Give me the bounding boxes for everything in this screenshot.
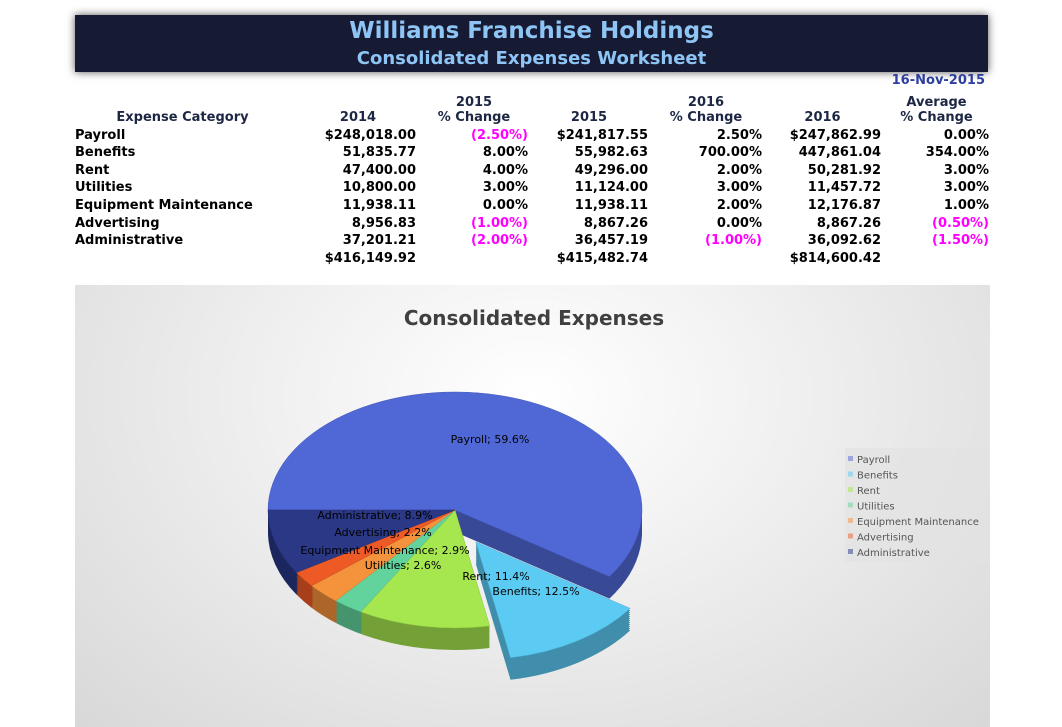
date: 16-Nov-2015: [891, 73, 985, 88]
category: Administrative: [75, 233, 184, 248]
title: Williams Franchise Holdings: [349, 18, 714, 44]
banner: [75, 15, 988, 72]
column-header: Expense Category: [116, 110, 249, 125]
cell: 8,867.26: [583, 216, 648, 231]
legend-label: Utilities: [857, 502, 895, 513]
cell: (1.50%): [932, 233, 989, 248]
cell: 12,176.87: [807, 198, 881, 213]
cell: 36,457.19: [574, 233, 648, 248]
cell: 0.00%: [943, 128, 989, 143]
cell: 0.00%: [482, 198, 528, 213]
data-label: Equipment Maintenance; 2.9%: [300, 544, 469, 557]
legend-swatch: [848, 471, 853, 477]
legend-swatch: [848, 533, 853, 539]
legend-label: Advertising: [857, 533, 914, 544]
category: Utilities: [75, 180, 133, 195]
category: Rent: [75, 163, 110, 178]
group-header: Average: [906, 95, 967, 110]
cell: 3.00%: [716, 180, 762, 195]
legend-box: [845, 448, 990, 562]
cell: 11,938.11: [574, 198, 648, 213]
legend-label: Payroll: [857, 455, 890, 466]
legend-swatch: [848, 456, 853, 461]
slice: [475, 541, 631, 659]
cell: 3.00%: [943, 163, 989, 178]
cell: 50,281.92: [807, 163, 881, 178]
group-header: 2016: [687, 95, 725, 110]
cell: 11,938.11: [342, 198, 416, 213]
cell: 1.00%: [943, 198, 989, 213]
cell: 51,835.77: [342, 145, 416, 160]
data-label: Benefits; 12.5%: [492, 585, 579, 598]
total: $814,600.42: [789, 251, 881, 266]
data-label: Rent; 11.4%: [462, 570, 529, 583]
data-label: Administrative; 8.9%: [317, 509, 432, 522]
slice: [360, 509, 491, 629]
category: Advertising: [75, 216, 160, 231]
legend-label: Benefits: [857, 471, 898, 482]
category: Payroll: [75, 128, 126, 143]
column-header: 2014: [339, 110, 377, 125]
cell: 37,201.21: [342, 233, 416, 248]
legend-label: Equipment Maintenance: [857, 517, 979, 528]
column-header: 2016: [804, 110, 841, 125]
group-header: 2015: [455, 95, 493, 110]
column-header: % Change: [900, 110, 973, 125]
cell: 2.00%: [716, 163, 762, 178]
legend-swatch: [848, 518, 853, 523]
cell: 11,124.00: [574, 180, 648, 195]
total: $415,482.74: [556, 251, 648, 266]
cell: 8,867.26: [816, 216, 881, 231]
slice: [267, 509, 456, 573]
cell: (0.50%): [932, 216, 989, 231]
cell: 47,400.00: [342, 163, 416, 178]
cell: 8.00%: [482, 145, 528, 160]
cell: 447,861.04: [798, 145, 881, 160]
legend-swatch: [848, 502, 853, 508]
data-label: Advertising; 2.2%: [334, 526, 431, 539]
cell: (1.00%): [705, 233, 762, 248]
cell: 36,092.62: [807, 233, 881, 248]
cell: (1.00%): [471, 216, 528, 231]
total: $416,149.92: [324, 251, 416, 266]
data-label: Utilities; 2.6%: [365, 559, 442, 572]
data-label: Payroll; 59.6%: [451, 433, 530, 446]
column-header: 2015: [570, 110, 608, 125]
column-header: % Change: [437, 110, 511, 125]
column-header: % Change: [669, 110, 743, 125]
cell: 8,956.83: [351, 216, 416, 231]
cell: 4.00%: [482, 163, 528, 178]
cell: $247,862.99: [789, 128, 881, 143]
category: Benefits: [75, 145, 136, 160]
cell: 2.00%: [716, 198, 762, 213]
cell: (2.50%): [471, 128, 528, 143]
legend-swatch: [848, 549, 853, 554]
cell: 55,982.63: [574, 145, 648, 160]
cell: 3.00%: [943, 180, 989, 195]
cell: (2.00%): [471, 233, 528, 248]
cell: 700.00%: [698, 145, 762, 160]
cell: 49,296.00: [574, 163, 648, 178]
cell: $241,817.55: [556, 128, 648, 143]
slice: [267, 391, 643, 577]
cell: 0.00%: [716, 216, 762, 231]
cell: 3.00%: [482, 180, 528, 195]
subtitle: Consolidated Expenses Worksheet: [356, 48, 707, 69]
cell: 11,457.72: [807, 180, 881, 195]
category: Equipment Maintenance: [75, 198, 253, 213]
cell: $248,018.00: [324, 128, 416, 143]
legend-swatch: [848, 487, 853, 492]
legend-label: Administrative: [857, 548, 930, 559]
chart-title: Consolidated Expenses: [404, 306, 664, 330]
cell: 2.50%: [716, 128, 762, 143]
cell: 10,800.00: [342, 180, 416, 195]
legend-label: Rent: [857, 486, 880, 497]
cell: 354.00%: [925, 145, 989, 160]
